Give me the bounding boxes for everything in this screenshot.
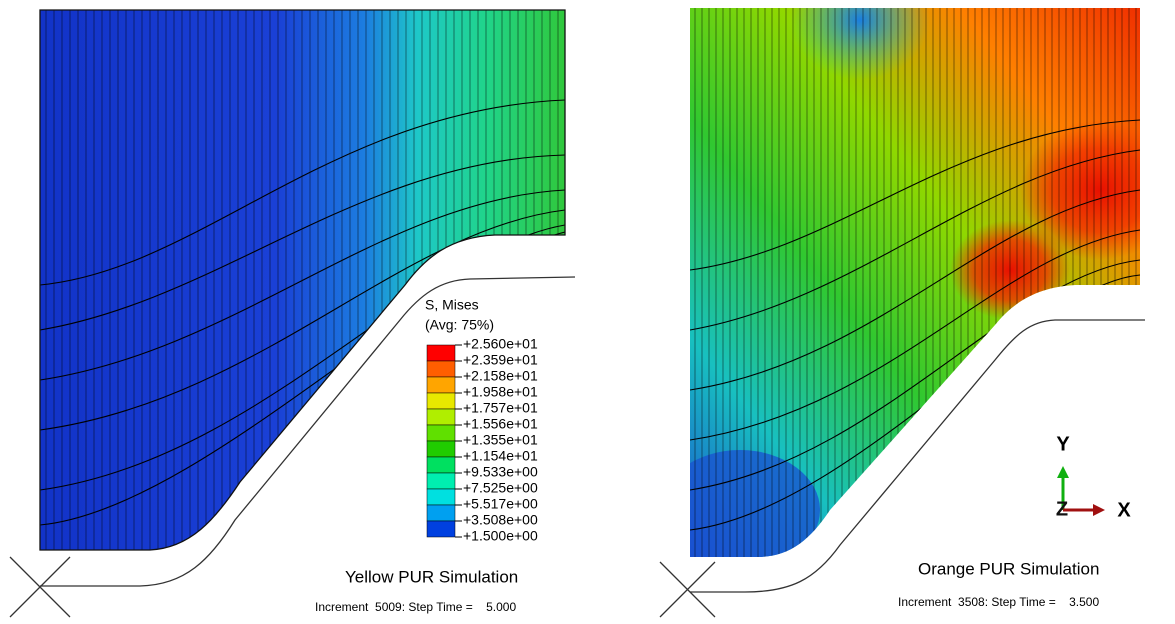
axis-y: Y bbox=[1056, 433, 1070, 455]
legend-swatch bbox=[426, 344, 456, 362]
legend-swatch bbox=[426, 440, 456, 458]
legend-label: +5.517e+00 bbox=[463, 496, 538, 512]
legend-subtitle: (Avg: 75%) bbox=[425, 317, 494, 333]
legend-swatch bbox=[426, 376, 456, 394]
legend-swatch bbox=[426, 408, 456, 426]
increment-label: Increment 5009: Step Time = 5.000 bbox=[315, 600, 516, 614]
legend-swatch bbox=[426, 360, 456, 378]
axis-x: X bbox=[1117, 499, 1131, 521]
legend-label: +1.154e+01 bbox=[463, 448, 538, 464]
legend: S, Mises (Avg: 75%) +2.560e+01+2.359e+01… bbox=[425, 297, 538, 544]
legend-swatch bbox=[426, 392, 456, 410]
legend-label: +2.560e+01 bbox=[463, 336, 538, 352]
legend-swatch bbox=[426, 472, 456, 490]
legend-label: +2.359e+01 bbox=[463, 352, 538, 368]
increment-label: Increment 3508: Step Time = 3.500 bbox=[898, 595, 1099, 609]
legend-label: +3.508e+00 bbox=[463, 512, 538, 528]
legend-swatch bbox=[426, 488, 456, 506]
die-outlines bbox=[9, 9, 1145, 618]
legend-label: +1.500e+00 bbox=[463, 528, 538, 544]
legend-swatch bbox=[426, 424, 456, 442]
legend-swatch bbox=[426, 456, 456, 474]
legend-swatch bbox=[426, 520, 456, 538]
legend-label: +1.958e+01 bbox=[463, 384, 538, 400]
legend-label: +1.355e+01 bbox=[463, 432, 538, 448]
axis-triad: Y Z X bbox=[1056, 433, 1131, 521]
legend-label: +1.556e+01 bbox=[463, 416, 538, 432]
legend-title: S, Mises bbox=[425, 297, 479, 313]
caption: Orange PUR Simulation bbox=[918, 559, 1099, 578]
legend-label: +7.525e+00 bbox=[463, 480, 538, 496]
legend-label: +2.158e+01 bbox=[463, 368, 538, 384]
right-contour bbox=[690, 8, 1140, 557]
axis-z: Z bbox=[1056, 498, 1068, 520]
caption: Yellow PUR Simulation bbox=[345, 567, 518, 586]
legend-label: +1.757e+01 bbox=[463, 400, 538, 416]
legend-label: +9.533e+00 bbox=[463, 464, 538, 480]
legend-swatch bbox=[426, 504, 456, 522]
